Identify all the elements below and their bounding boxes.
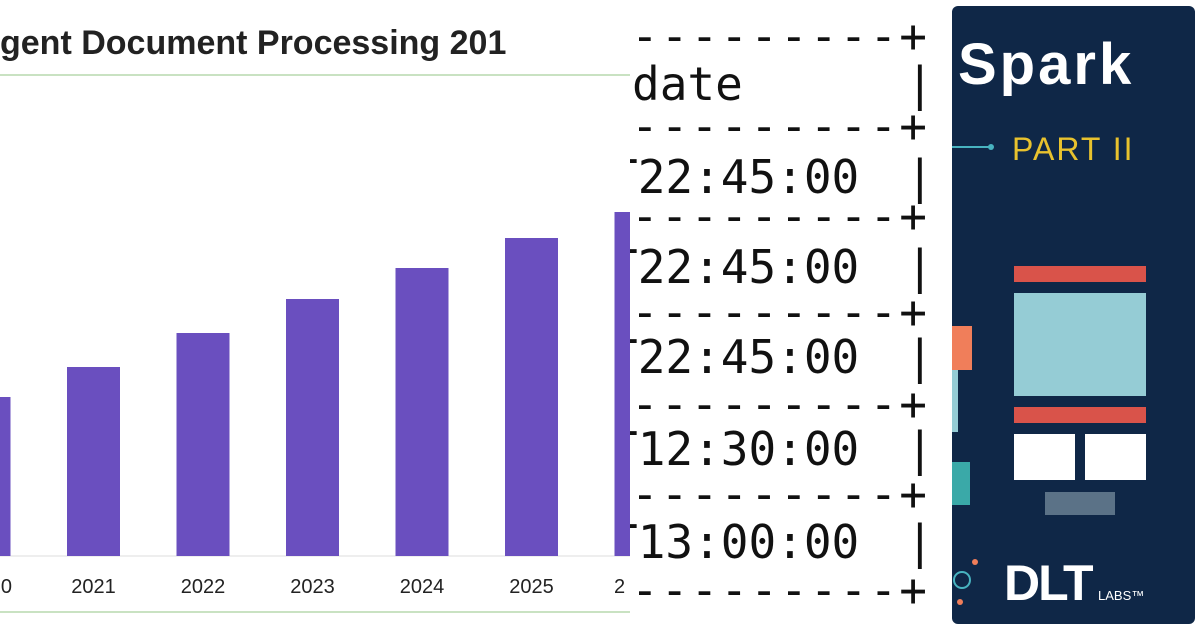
bar	[176, 333, 230, 556]
ascii-table: ---------+---------+---------+---------+…	[610, 0, 952, 630]
x-tick-label: 0	[1, 576, 12, 598]
chart-panel: gent Document Processing 201 0 2021 2022 20…	[0, 24, 630, 613]
table-pipe: |	[906, 150, 934, 205]
book-cover: Spark PART II DLT LABS™	[952, 6, 1195, 624]
logo-suffix: LABS™	[1098, 588, 1144, 603]
bar	[505, 238, 558, 556]
x-tick-label: 2025	[509, 576, 554, 598]
table-pipe: |	[906, 330, 934, 385]
table-cell: T22:45:00	[610, 150, 859, 204]
bar	[614, 212, 630, 556]
table-cell: T13:00:00	[610, 515, 859, 569]
decor-block	[1014, 434, 1075, 480]
decor-block	[952, 462, 970, 505]
table-cell: T22:45:00	[610, 240, 859, 294]
cover-title: Spark	[958, 32, 1134, 97]
table-pipe: |	[906, 240, 934, 295]
decor-node	[953, 571, 971, 589]
x-tick-label: 2023	[290, 576, 335, 598]
decor-node	[957, 599, 963, 605]
chart-title: gent Document Processing 201	[0, 24, 506, 62]
logo: DLT	[1004, 555, 1093, 611]
decor-block	[1014, 407, 1146, 423]
table-pipe: |	[906, 515, 934, 570]
decor-node	[972, 559, 978, 565]
decor-dot	[988, 144, 994, 150]
table-background	[630, 0, 952, 630]
x-tick-label: 2022	[181, 576, 226, 598]
decor-block	[1014, 266, 1146, 282]
cover-subtitle: PART II	[1012, 131, 1134, 167]
decor-block	[1014, 293, 1146, 396]
x-tick-label: 2024	[400, 576, 445, 598]
decor-block	[1085, 434, 1146, 480]
table-pipe: |	[906, 57, 934, 112]
decor-block	[952, 326, 972, 370]
table-cell: T12:30:00	[610, 422, 859, 476]
decor-block	[1045, 492, 1115, 515]
bar	[0, 397, 11, 556]
bar	[67, 367, 120, 556]
decor-block	[952, 370, 958, 432]
table-cell: T22:45:00	[610, 330, 859, 384]
x-tick-label: 2	[614, 576, 625, 598]
x-tick-label: 2021	[71, 576, 116, 598]
bar	[395, 268, 449, 556]
table-header: date	[632, 57, 743, 111]
table-pipe: |	[906, 422, 934, 477]
bar	[286, 299, 339, 556]
